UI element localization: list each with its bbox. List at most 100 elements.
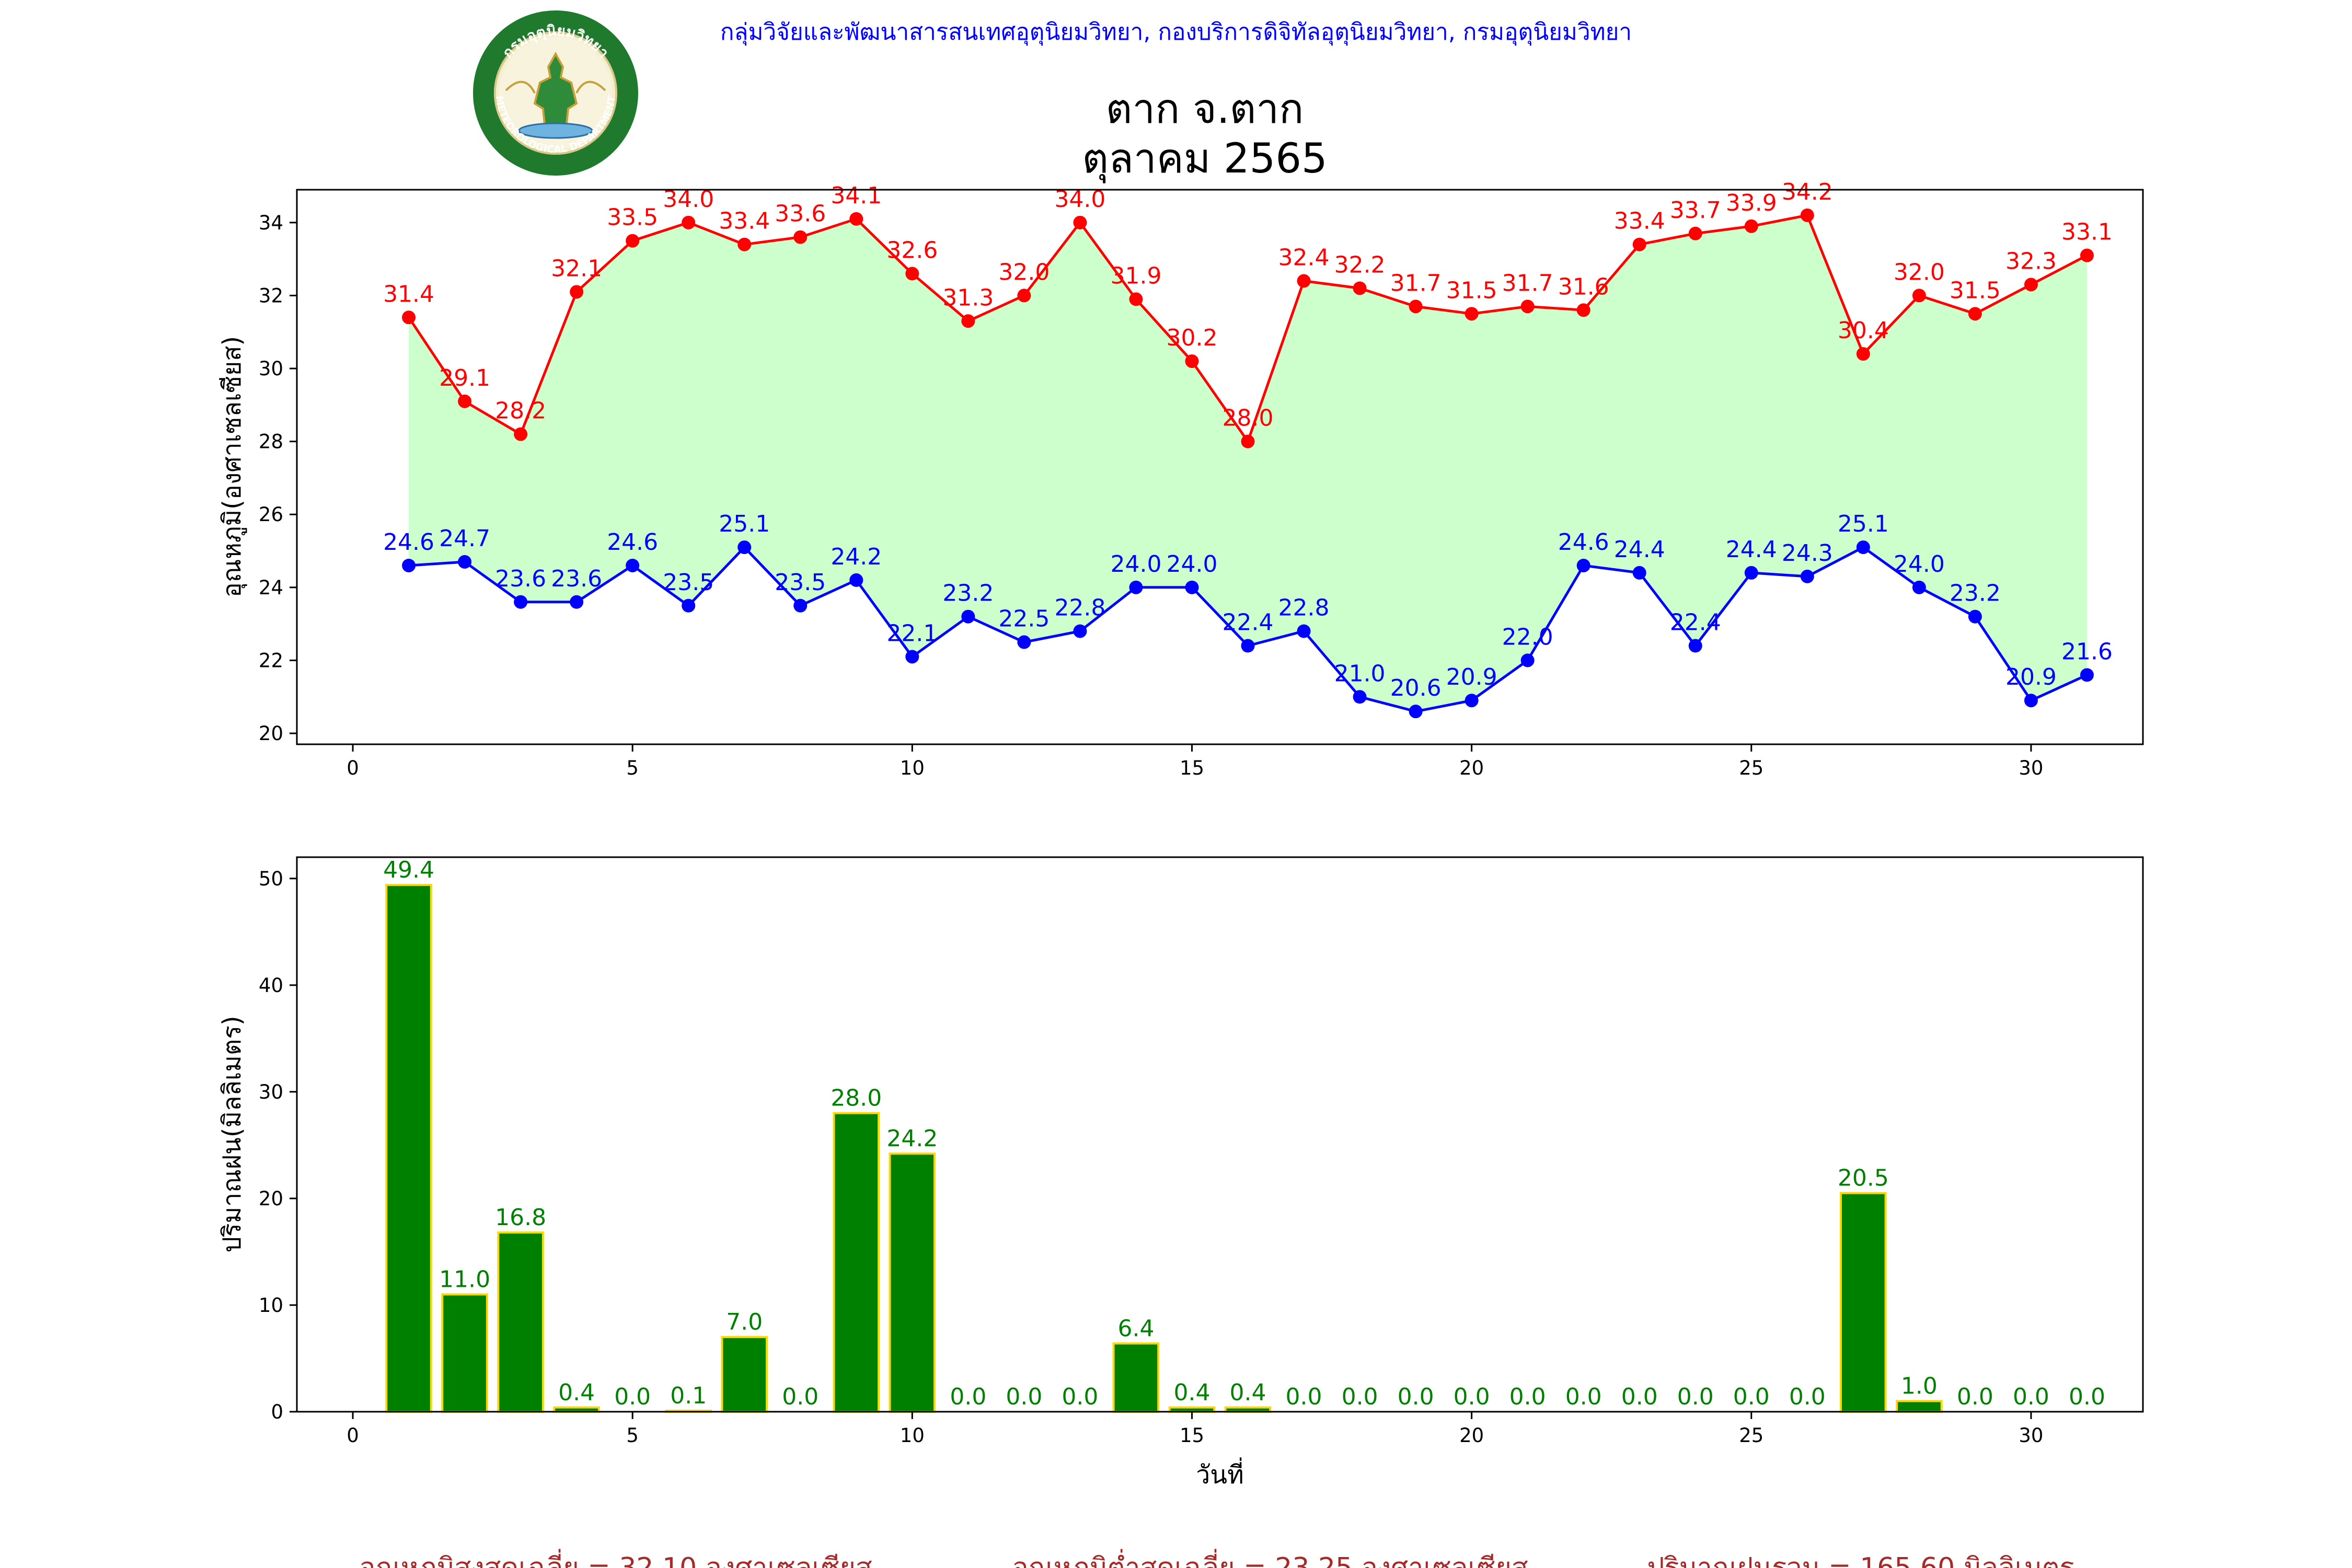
min-temp-point — [737, 540, 752, 555]
min-temp-label: 22.8 — [1054, 595, 1105, 621]
rain-bar-label: 0.0 — [614, 1383, 651, 1410]
rain-bar-label: 6.4 — [1117, 1315, 1154, 1342]
max-temp-label: 32.1 — [551, 255, 602, 282]
rain-bar — [497, 1231, 544, 1413]
rain-bar-label: 0.0 — [782, 1383, 818, 1410]
min-temp-point — [1576, 558, 1590, 572]
rain-bar-label: 0.4 — [1173, 1379, 1210, 1406]
max-temp-point — [682, 215, 696, 229]
min-temp-point — [1856, 540, 1870, 555]
max-temp-point — [1353, 281, 1367, 295]
min-temp-point — [961, 609, 975, 624]
rain-bar — [833, 1112, 880, 1413]
min-temp-label: 24.7 — [439, 525, 490, 552]
min-temp-label: 22.8 — [1278, 595, 1330, 621]
min-temp-point — [2080, 668, 2094, 682]
max-temp-point — [905, 267, 919, 281]
max-temp-label: 33.7 — [1670, 197, 1721, 224]
max-temp-point — [1800, 208, 1814, 222]
rain-bar — [721, 1336, 768, 1413]
rain-bar-label: 0.0 — [1398, 1383, 1434, 1410]
rainfall-y-tick-label: 0 — [271, 1401, 283, 1423]
min-temp-label: 24.3 — [1782, 540, 1833, 567]
temperature-y-tick-label: 28 — [259, 431, 283, 453]
max-temp-point — [1465, 307, 1479, 321]
min-temp-label: 24.2 — [831, 544, 882, 570]
temperature-y-tick-label: 22 — [259, 649, 283, 672]
temperature-x-tick-label: 15 — [1180, 757, 1204, 779]
min-temp-label: 22.4 — [1670, 609, 1721, 636]
max-temp-label: 33.4 — [719, 208, 770, 235]
temperature-y-tick-label: 32 — [259, 284, 283, 307]
min-temp-point — [1073, 624, 1087, 638]
max-temp-point — [793, 230, 808, 244]
min-temp-label: 20.9 — [2005, 664, 2057, 690]
rain-bar-label: 0.0 — [1062, 1383, 1098, 1410]
summary-total-rain: ปริมาณฝนรวม = 165.60 มิลลิเมตร — [1647, 1552, 2074, 1568]
rain-bar-label: 7.0 — [726, 1309, 763, 1335]
max-temp-label: 32.4 — [1278, 245, 1330, 271]
max-temp-point — [2080, 248, 2094, 262]
temperature-y-tick-label: 24 — [259, 577, 283, 599]
rainfall-x-tick-label: 20 — [1459, 1424, 1484, 1447]
rainfall-x-tick-label: 5 — [626, 1424, 639, 1447]
min-temp-point — [1632, 566, 1646, 580]
temperature-x-tick-label: 20 — [1459, 757, 1484, 779]
temperature-x-tick-label: 5 — [626, 757, 639, 779]
min-temp-label: 24.6 — [607, 529, 658, 556]
temperature-x-tick-label: 25 — [1739, 757, 1763, 779]
max-temp-point — [1520, 299, 1535, 314]
meteorological-department-logo: กรมอุตุนิยมวิทยา METEOROLOGICAL DEPARTME… — [473, 10, 638, 176]
rain-bar-label: 24.2 — [886, 1125, 938, 1152]
rain-bar-label: 0.0 — [1006, 1383, 1042, 1410]
month-title: ตุลาคม 2565 — [1082, 135, 1327, 183]
rain-bar-label: 0.0 — [1957, 1383, 1993, 1410]
max-temp-label: 30.2 — [1167, 325, 1218, 351]
rain-bar — [889, 1152, 936, 1413]
min-temp-point — [2024, 694, 2038, 708]
min-temp-point — [793, 598, 808, 613]
rainfall-y-tick-label: 30 — [259, 1081, 283, 1103]
max-temp-point — [1912, 289, 1926, 303]
min-temp-point — [1409, 705, 1423, 719]
max-temp-label: 32.0 — [998, 259, 1050, 285]
rain-bar-label: 20.5 — [1838, 1165, 1889, 1192]
min-temp-label: 22.1 — [886, 620, 938, 647]
min-temp-point — [1353, 690, 1367, 704]
rain-bar-label: 49.4 — [383, 857, 434, 883]
max-temp-point — [402, 310, 416, 325]
max-temp-label: 31.7 — [1502, 270, 1553, 296]
min-temp-point — [849, 573, 863, 587]
min-temp-point — [1185, 580, 1199, 594]
rainfall-y-axis-title: ปริมาณฝน(มิลลิเมตร) — [217, 1016, 247, 1252]
max-temp-point — [514, 427, 528, 441]
department-header: กลุ่มวิจัยและพัฒนาสารสนเทศอุตุนิยมวิทยา,… — [720, 19, 1632, 46]
max-temp-label: 33.6 — [775, 201, 826, 227]
min-temp-label: 25.1 — [1838, 511, 1889, 537]
rain-bar-label: 0.1 — [670, 1382, 707, 1409]
min-temp-point — [570, 595, 584, 609]
max-temp-point — [1576, 303, 1590, 317]
min-temp-label: 24.0 — [1167, 551, 1218, 578]
min-temp-label: 24.6 — [383, 529, 434, 556]
rainfall-y-ticks: 0 10 20 30 40 50 — [259, 868, 297, 1423]
max-temp-label: 30.4 — [1838, 317, 1889, 344]
min-temp-point — [458, 555, 472, 569]
min-temp-label: 24.4 — [1726, 536, 1777, 563]
rain-bar-label: 0.0 — [1733, 1383, 1770, 1410]
min-temp-label: 25.1 — [719, 511, 770, 537]
min-temp-label: 22.5 — [998, 606, 1050, 632]
max-temp-point — [1241, 434, 1255, 448]
temperature-y-tick-label: 30 — [259, 358, 283, 380]
rainfall-x-tick-label: 30 — [2019, 1424, 2043, 1447]
max-temp-point — [1129, 292, 1143, 306]
rain-bar — [1840, 1192, 1887, 1413]
max-temp-label: 31.7 — [1390, 270, 1442, 296]
temperature-x-tick-label: 10 — [900, 757, 925, 779]
max-temp-point — [1073, 215, 1087, 229]
rain-bar — [1112, 1342, 1160, 1413]
rain-bar-label: 0.0 — [1565, 1383, 1602, 1410]
rainfall-x-tick-label: 10 — [900, 1424, 925, 1447]
rainfall-y-tick-label: 10 — [259, 1294, 283, 1317]
max-temp-label: 31.5 — [1950, 277, 2001, 304]
